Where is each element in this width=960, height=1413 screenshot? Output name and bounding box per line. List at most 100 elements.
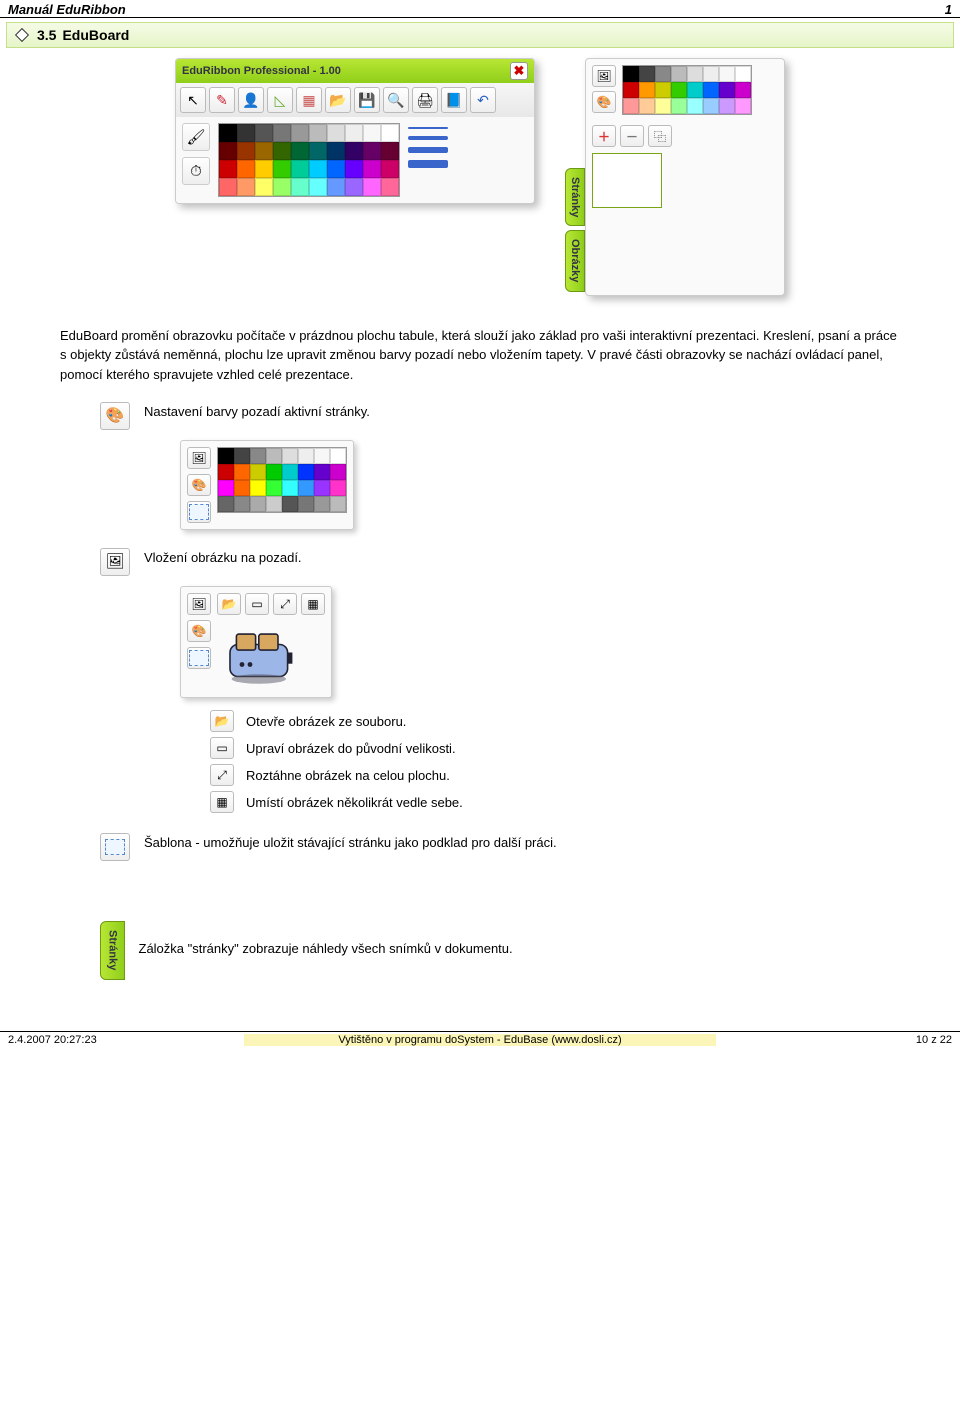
color-swatch[interactable] [655,98,671,114]
open-image-icon[interactable]: 📂 [217,593,241,615]
bgcolor-color-grid[interactable] [217,447,347,513]
color-swatch[interactable] [687,82,703,98]
color-swatch[interactable] [237,178,255,196]
color-swatch[interactable] [671,82,687,98]
color-swatch[interactable] [282,496,298,512]
color-swatch[interactable] [327,124,345,142]
color-swatch[interactable] [218,448,234,464]
color-swatch[interactable] [639,82,655,98]
user-icon[interactable]: 👤 [238,87,264,113]
color-swatch[interactable] [234,496,250,512]
color-swatch[interactable] [282,480,298,496]
color-swatch[interactable] [687,98,703,114]
color-swatch[interactable] [703,66,719,82]
color-swatch[interactable] [237,160,255,178]
color-swatch[interactable] [345,124,363,142]
color-swatch[interactable] [237,124,255,142]
brush-icon[interactable]: 🖌 [182,123,210,151]
color-grid[interactable] [218,123,400,197]
color-swatch[interactable] [363,124,381,142]
color-swatch[interactable] [291,142,309,160]
color-swatch[interactable] [273,160,291,178]
color-swatch[interactable] [735,98,751,114]
image-bg-icon[interactable]: 🖼 [592,65,616,87]
color-swatch[interactable] [623,66,639,82]
window-close-button[interactable]: ✖ [510,62,528,80]
color-swatch[interactable] [219,124,237,142]
color-swatch[interactable] [314,448,330,464]
color-swatch[interactable] [363,142,381,160]
color-swatch[interactable] [330,480,346,496]
color-swatch[interactable] [234,480,250,496]
open-icon[interactable]: 📂 [325,87,351,113]
color-swatch[interactable] [381,142,399,160]
color-swatch[interactable] [282,448,298,464]
line-width-option[interactable] [408,147,448,153]
color-swatch[interactable] [703,82,719,98]
color-swatch[interactable] [309,178,327,196]
color-swatch[interactable] [234,448,250,464]
color-swatch[interactable] [623,82,639,98]
color-swatch[interactable] [345,178,363,196]
color-swatch[interactable] [719,82,735,98]
color-swatch[interactable] [266,448,282,464]
color-swatch[interactable] [218,480,234,496]
color-swatch[interactable] [219,160,237,178]
grid-icon[interactable]: ▦ [296,87,322,113]
side-tab-stránky[interactable]: Stránky [565,168,585,226]
color-swatch[interactable] [291,124,309,142]
color-swatch[interactable] [273,178,291,196]
color-swatch[interactable] [309,124,327,142]
color-swatch[interactable] [655,82,671,98]
color-swatch[interactable] [639,66,655,82]
color-swatch[interactable] [314,464,330,480]
color-swatch[interactable] [298,480,314,496]
color-swatch[interactable] [219,178,237,196]
color-swatch[interactable] [255,142,273,160]
color-swatch[interactable] [291,178,309,196]
color-swatch[interactable] [250,448,266,464]
save-icon[interactable]: 💾 [354,87,380,113]
color-swatch[interactable] [309,160,327,178]
add-page-button[interactable]: ＋ [592,125,616,147]
color-swatch[interactable] [266,496,282,512]
stretch-icon[interactable]: ⤢ [273,593,297,615]
color-swatch[interactable] [735,66,751,82]
color-swatch[interactable] [363,178,381,196]
color-swatch[interactable] [298,496,314,512]
color-swatch[interactable] [327,160,345,178]
color-swatch[interactable] [671,98,687,114]
tile-icon[interactable]: ▦ [301,593,325,615]
color-swatch[interactable] [381,160,399,178]
color-swatch[interactable] [273,124,291,142]
color-swatch[interactable] [330,464,346,480]
color-swatch[interactable] [327,178,345,196]
shapes-icon[interactable]: ◺ [267,87,293,113]
timer-icon[interactable]: ⏱ [182,157,210,185]
color-swatch[interactable] [381,124,399,142]
line-width-option[interactable] [408,160,448,168]
cursor-icon[interactable]: ↖ [180,87,206,113]
line-width-option[interactable] [408,136,448,140]
image-bg-icon[interactable]: 🖼 [187,447,211,469]
color-swatch[interactable] [273,142,291,160]
duplicate-page-button[interactable]: ⿻ [648,125,672,147]
template-icon[interactable] [187,501,211,523]
color-swatch[interactable] [703,98,719,114]
template-icon[interactable] [187,647,211,669]
color-swatch[interactable] [719,66,735,82]
color-swatch[interactable] [639,98,655,114]
color-swatch[interactable] [237,142,255,160]
color-swatch[interactable] [266,480,282,496]
color-swatch[interactable] [266,464,282,480]
remove-page-button[interactable]: － [620,125,644,147]
palette-icon[interactable]: 🎨 [187,620,211,642]
side-color-grid[interactable] [622,65,752,115]
color-swatch[interactable] [218,496,234,512]
color-swatch[interactable] [218,464,234,480]
color-swatch[interactable] [255,178,273,196]
color-swatch[interactable] [655,66,671,82]
color-swatch[interactable] [314,480,330,496]
color-swatch[interactable] [255,124,273,142]
color-swatch[interactable] [381,178,399,196]
